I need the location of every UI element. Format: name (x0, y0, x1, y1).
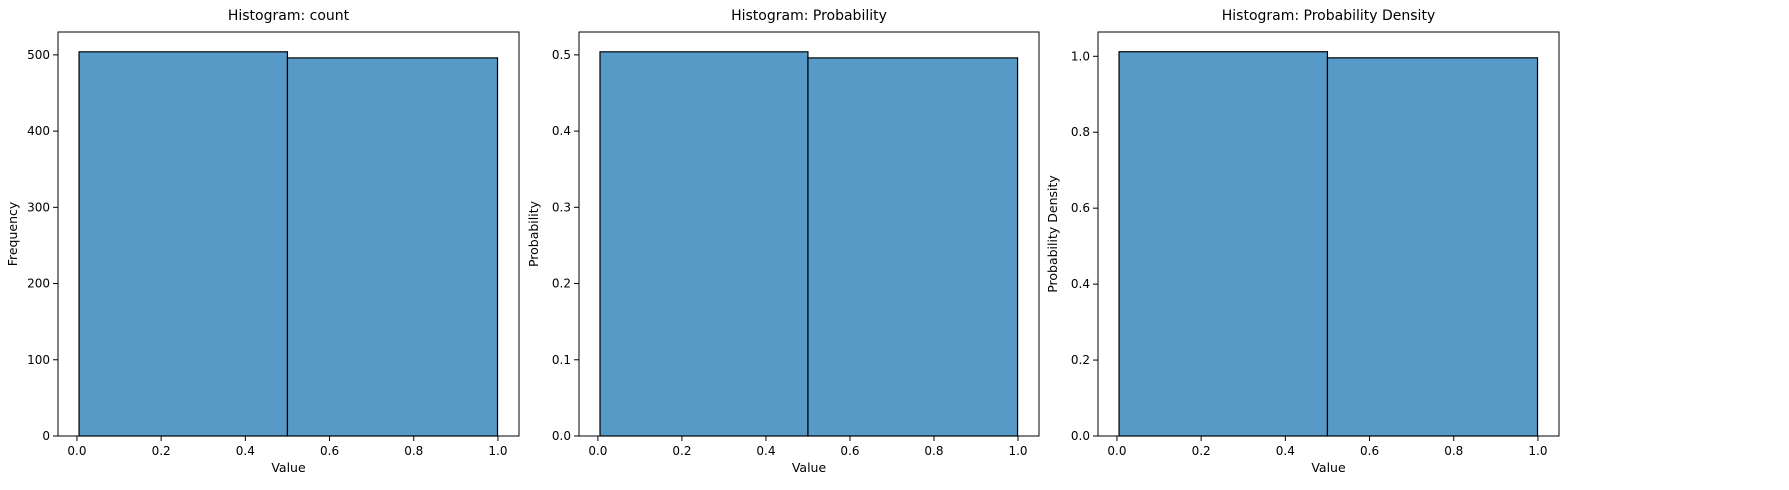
x-axis-label: Value (271, 460, 306, 475)
y-tick-label: 0.0 (552, 429, 571, 443)
x-tick-label: 0.4 (236, 444, 255, 458)
x-tick-label: 1.0 (1528, 444, 1547, 458)
histogram-bar (286, 57, 499, 437)
y-tick-label: 1.0 (1071, 49, 1090, 63)
x-tick-label: 0.8 (924, 444, 943, 458)
x-tick-label: 0.2 (152, 444, 171, 458)
chart-title: Histogram: count (228, 8, 350, 24)
y-tick-label: 0.8 (1071, 125, 1090, 139)
x-tick-label: 0.0 (67, 444, 86, 458)
axes-frame (578, 31, 1040, 437)
y-tick-label: 0.2 (552, 277, 571, 291)
y-tick-label: 500 (27, 48, 50, 62)
axes-frame (1097, 31, 1560, 437)
axes-frame (57, 31, 520, 437)
y-tick-label: 400 (27, 124, 50, 138)
histogram-bar (599, 51, 809, 437)
x-tick-label: 0.2 (1192, 444, 1211, 458)
histogram-bar (78, 51, 289, 437)
histogram-bar (1326, 57, 1539, 437)
x-tick-label: 0.6 (1360, 444, 1379, 458)
y-tick-label: 0.3 (552, 200, 571, 214)
y-tick-label: 300 (27, 200, 50, 214)
x-axis-label: Value (792, 460, 827, 475)
y-axis-label: Probability (526, 200, 541, 267)
chart-panel-3: 0.0 0.2 0.4 0.6 0.8 1.0 0.0 0.2 0.4 0.6 0.8 1.0 Hist… (1045, 8, 1560, 475)
y-tick-label: 0.4 (552, 124, 571, 138)
y-axis-label: Probability Density (1045, 175, 1060, 293)
x-tick-label: 0.0 (1107, 444, 1126, 458)
chart-title: Histogram: Probability Density (1222, 8, 1435, 24)
histogram-bar (1118, 51, 1329, 437)
y-tick-label: 200 (27, 277, 50, 291)
chart-panel-2: 0.0 0.2 0.4 0.6 0.8 1.0 0.0 0.1 0.2 0.3 0.4 0.5 Hist… (526, 8, 1040, 475)
y-tick-label: 0.1 (552, 353, 571, 367)
y-tick-label: 0 (42, 429, 50, 443)
x-tick-label: 0.8 (404, 444, 423, 458)
chart-panel-1: 0.0 0.2 0.4 0.6 0.8 1.0 0 100 200 300 400 500 Histog… (5, 8, 520, 475)
y-tick-label: 0.2 (1071, 353, 1090, 367)
y-tick-label: 0.5 (552, 48, 571, 62)
y-tick-label: 0.0 (1071, 429, 1090, 443)
x-tick-label: 0.8 (1444, 444, 1463, 458)
x-tick-label: 1.0 (1008, 444, 1027, 458)
x-tick-label: 1.0 (488, 444, 507, 458)
x-tick-label: 0.0 (588, 444, 607, 458)
x-tick-label: 0.2 (672, 444, 691, 458)
x-tick-label: 0.4 (1276, 444, 1295, 458)
y-tick-label: 100 (27, 353, 50, 367)
x-axis-label: Value (1311, 460, 1346, 475)
y-axis-label: Frequency (5, 201, 20, 266)
x-tick-label: 0.6 (840, 444, 859, 458)
y-tick-label: 0.6 (1071, 201, 1090, 215)
x-tick-label: 0.6 (320, 444, 339, 458)
y-tick-label: 0.4 (1071, 277, 1090, 291)
histogram-bar (807, 57, 1019, 437)
x-tick-label: 0.4 (756, 444, 775, 458)
chart-title: Histogram: Probability (731, 8, 887, 24)
